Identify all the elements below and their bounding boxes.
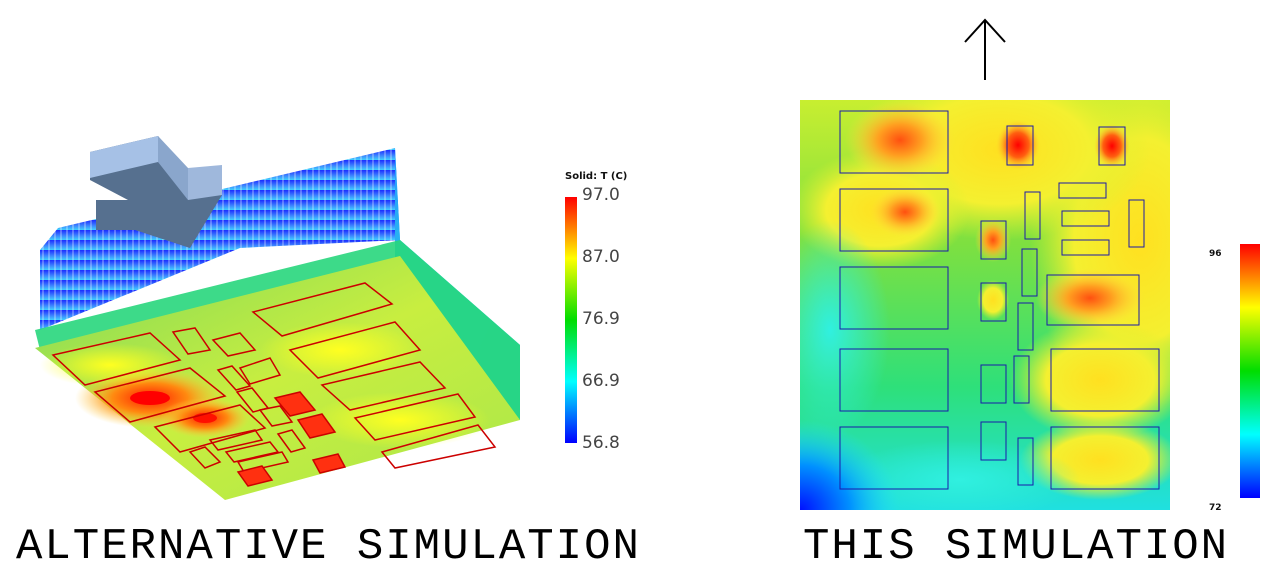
component <box>51 332 182 386</box>
component <box>320 361 447 411</box>
component <box>1098 126 1126 166</box>
this-simulation-render: 96 72 <box>800 18 1260 513</box>
component <box>1021 248 1038 297</box>
legend-tick: 97.0 <box>582 185 620 205</box>
component <box>236 451 290 473</box>
component <box>258 405 294 427</box>
component <box>1024 191 1041 240</box>
component <box>1128 199 1145 248</box>
component <box>980 421 1007 461</box>
temperature-legend: 96 72 <box>1209 244 1260 513</box>
component <box>208 429 264 451</box>
component-outlines <box>51 282 497 487</box>
component <box>1046 274 1140 326</box>
component <box>216 365 252 391</box>
component <box>1013 355 1030 404</box>
component <box>1061 239 1110 256</box>
component <box>1017 437 1034 486</box>
component <box>1061 210 1110 227</box>
component <box>238 357 282 385</box>
component <box>980 364 1007 404</box>
component <box>980 282 1007 322</box>
heatsink-fins <box>40 148 400 330</box>
temperature-legend: Solid: T (C) 97.0 87.0 76.9 66.9 56.8 <box>565 171 627 453</box>
alternative-simulation-figure: Solid: T (C) 97.0 87.0 76.9 66.9 56.8 <box>0 0 640 520</box>
component <box>311 453 347 474</box>
component <box>353 393 477 441</box>
legend-tick: 87.0 <box>582 247 620 267</box>
legend-title: Solid: T (C) <box>565 171 627 182</box>
component <box>276 429 307 453</box>
up-arrow-icon <box>964 18 1006 80</box>
alternative-simulation-render: Solid: T (C) 97.0 87.0 76.9 66.9 56.8 <box>35 136 627 500</box>
component <box>296 413 337 439</box>
component <box>1058 182 1107 199</box>
alternative-simulation-caption: ALTERNATIVE SIMULATION <box>16 522 641 572</box>
component <box>273 391 317 417</box>
this-simulation-caption: THIS SIMULATION <box>803 522 1230 572</box>
component <box>1006 125 1034 166</box>
legend-tick: 66.9 <box>582 371 620 391</box>
component <box>288 321 422 379</box>
component <box>380 424 497 469</box>
component <box>839 266 949 330</box>
legend-tick: 56.8 <box>582 433 620 453</box>
legend-color-bar <box>565 197 577 443</box>
component <box>236 465 274 487</box>
component-outlines <box>839 110 1160 490</box>
component <box>93 367 227 423</box>
component <box>224 441 280 463</box>
legend-tick: 76.9 <box>582 309 620 329</box>
component <box>1050 426 1160 490</box>
component <box>839 110 949 174</box>
component <box>188 446 222 469</box>
component <box>1017 302 1034 351</box>
legend-min-label: 72 <box>1209 503 1222 513</box>
component <box>171 327 212 355</box>
component <box>980 220 1007 260</box>
component <box>839 348 949 412</box>
this-simulation-figure: 96 72 <box>770 0 1270 520</box>
component <box>153 404 267 453</box>
legend-color-bar <box>1240 244 1260 498</box>
component <box>1050 348 1160 412</box>
component <box>839 426 949 490</box>
component <box>251 282 394 337</box>
legend-max-label: 96 <box>1209 249 1222 259</box>
temperature-heatmap <box>800 100 1170 510</box>
component <box>211 332 257 357</box>
down-right-block-arrow-icon <box>90 136 222 248</box>
component <box>839 188 949 252</box>
